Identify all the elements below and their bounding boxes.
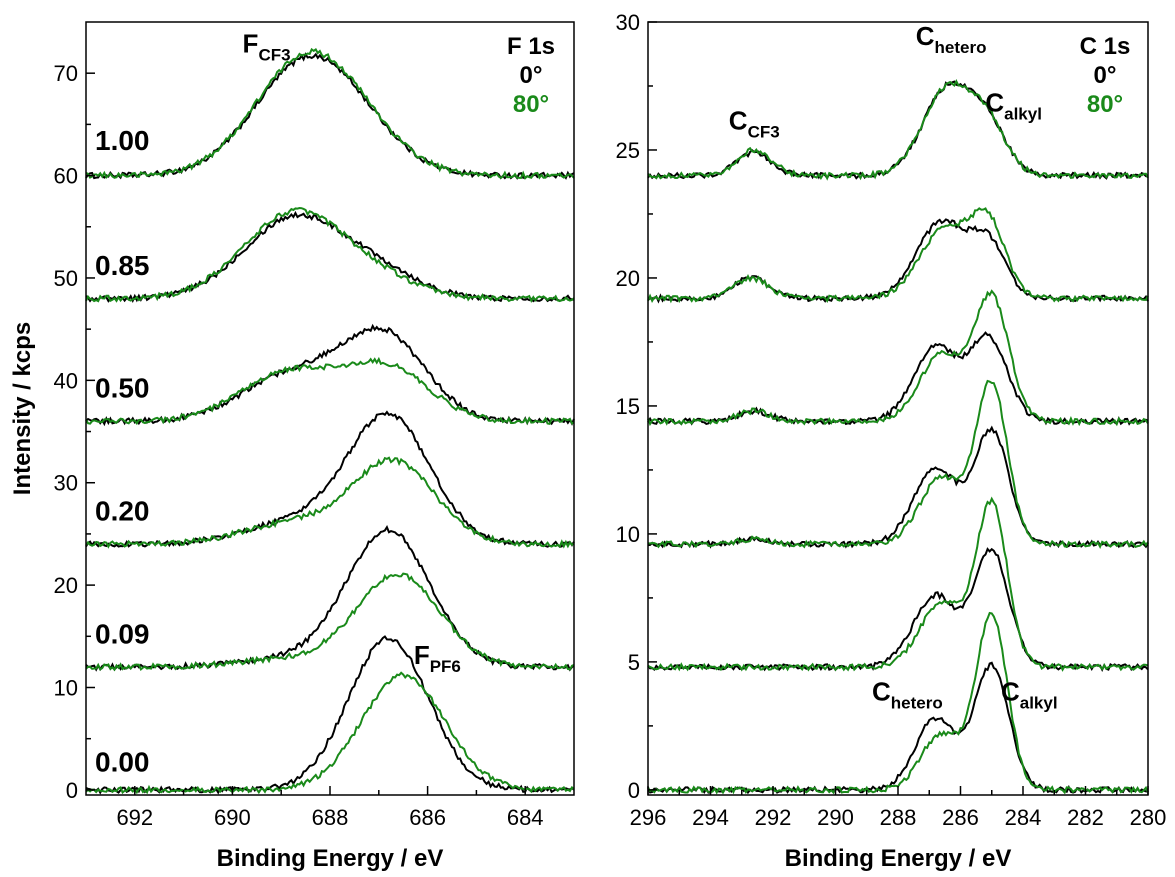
c1s-panel: 296 294 292 290 288 286 284 282 280 0 5 10 15 20 25 30 B… (616, 10, 1167, 872)
x-axis-title: Binding Energy / eV (785, 845, 1012, 872)
peak-label-main: F (243, 29, 259, 59)
spectrum-line-009-angle80 (85, 572, 575, 672)
peak-label-subscript: alkyl (1020, 693, 1058, 712)
angle-label-0deg: 0° (520, 62, 543, 89)
peak-label-cf3: FCF3 (243, 29, 291, 65)
fraction-label: 0.00 (95, 746, 150, 777)
fraction-label: 0.20 (95, 496, 150, 527)
y-tick-label: 30 (616, 10, 640, 35)
x-tick-label: 280 (1130, 805, 1167, 830)
y-tick-label: 50 (54, 266, 78, 291)
peak-label-pf6: FPF6 (414, 640, 461, 676)
x-tick-label: 286 (942, 805, 979, 830)
x-tick-label: 296 (630, 805, 667, 830)
fraction-label: 0.09 (95, 618, 150, 649)
spectrum-line-085-angle0 (85, 210, 575, 304)
y-tick-label: 0 (628, 778, 640, 803)
x-tick-label: 686 (409, 805, 446, 830)
y-axis-title: Intensity / kcps (9, 322, 36, 495)
y-tick-label: 20 (616, 266, 640, 291)
spectrum-line-050-angle80 (85, 356, 575, 426)
y-tick-label: 20 (54, 573, 78, 598)
y-tick-label: 15 (616, 394, 640, 419)
plot-frame (85, 21, 575, 796)
peak-label-hetero: Chetero (916, 21, 987, 57)
peak-label-subscript: hetero (935, 38, 987, 57)
peak-label-main: C (1001, 676, 1020, 706)
y-tick-label: 0 (66, 778, 78, 803)
spectrum-line-050-angle0 (647, 331, 1149, 426)
y-tick-label: 40 (54, 368, 78, 393)
x-tick-label: 290 (817, 805, 854, 830)
peak-label-main: C (916, 21, 935, 51)
spectrum-line-085-angle80 (85, 206, 575, 304)
angle-label-80deg: 80° (1087, 91, 1123, 118)
spectrum-line-000-angle0 (647, 661, 1149, 795)
x-tick-label: 284 (1005, 805, 1042, 830)
x-tick-label: 292 (755, 805, 792, 830)
x-axis-title: Binding Energy / eV (217, 845, 444, 872)
f1s-panel: 692 690 688 686 684 0 10 20 30 40 50 60 70 Binding En… (9, 21, 575, 872)
x-tick-label: 294 (692, 805, 729, 830)
peak-label-subscript: CF3 (258, 46, 290, 65)
peak-label-alkyl: Calkyl (985, 88, 1042, 124)
peak-label-main: F (414, 640, 430, 670)
peak-label-subscript: PF6 (430, 657, 461, 676)
peak-label-cf3: CCF3 (729, 106, 780, 142)
y-tick-label: 30 (54, 471, 78, 496)
spectrum-line-000-angle80 (85, 671, 575, 795)
x-tick-label: 684 (507, 805, 544, 830)
spectrum-line-009-angle80 (647, 496, 1149, 672)
core-level-label: C 1s (1080, 33, 1131, 60)
y-tick-label: 10 (616, 522, 640, 547)
fraction-label: 0.85 (95, 250, 150, 281)
spectrum-line-009-angle0 (85, 525, 575, 672)
x-tick-label: 692 (116, 805, 153, 830)
y-tick-label: 60 (54, 164, 78, 189)
x-tick-label: 282 (1067, 805, 1104, 830)
spectrum-line-050-angle80 (647, 289, 1149, 427)
spectrum-line-000-angle0 (85, 635, 575, 795)
spectrum-line-020-angle80 (647, 379, 1149, 550)
peak-label-main: C (872, 676, 891, 706)
x-tick-label: 690 (214, 805, 251, 830)
peak-label-main: C (985, 88, 1004, 118)
peak-label-alkyl: Calkyl (1001, 676, 1058, 712)
x-tick-label: 688 (312, 805, 349, 830)
peak-label-subscript: CF3 (748, 123, 780, 142)
spectrum-line-085-angle0 (647, 218, 1149, 304)
spectrum-line-085-angle80 (647, 207, 1149, 304)
y-tick-label: 5 (628, 650, 640, 675)
y-tick-label: 10 (54, 675, 78, 700)
peak-label-subscript: hetero (891, 693, 943, 712)
y-tick-label: 25 (616, 138, 640, 163)
spectrum-line-100-angle80 (647, 78, 1149, 181)
peak-label-hetero: Chetero (872, 676, 943, 712)
y-tick-label: 70 (54, 61, 78, 86)
fraction-label: 0.50 (95, 373, 150, 404)
spectrum-line-020-angle0 (85, 410, 575, 548)
peak-label-main: C (729, 106, 748, 136)
spectrum-line-020-angle0 (647, 425, 1149, 549)
core-level-label: F 1s (507, 33, 555, 60)
angle-label-0deg: 0° (1094, 62, 1117, 89)
fraction-label: 1.00 (95, 125, 150, 156)
spectrum-line-100-angle80 (85, 47, 575, 180)
plot-frame (647, 21, 1149, 796)
spectrum-line-100-angle0 (85, 52, 575, 180)
x-tick-label: 288 (880, 805, 917, 830)
angle-label-80deg: 80° (513, 91, 549, 118)
spectrum-line-050-angle0 (85, 323, 575, 427)
spectrum-line-020-angle80 (85, 456, 575, 549)
spectrum-line-009-angle0 (647, 547, 1149, 672)
peak-label-subscript: alkyl (1004, 105, 1042, 124)
